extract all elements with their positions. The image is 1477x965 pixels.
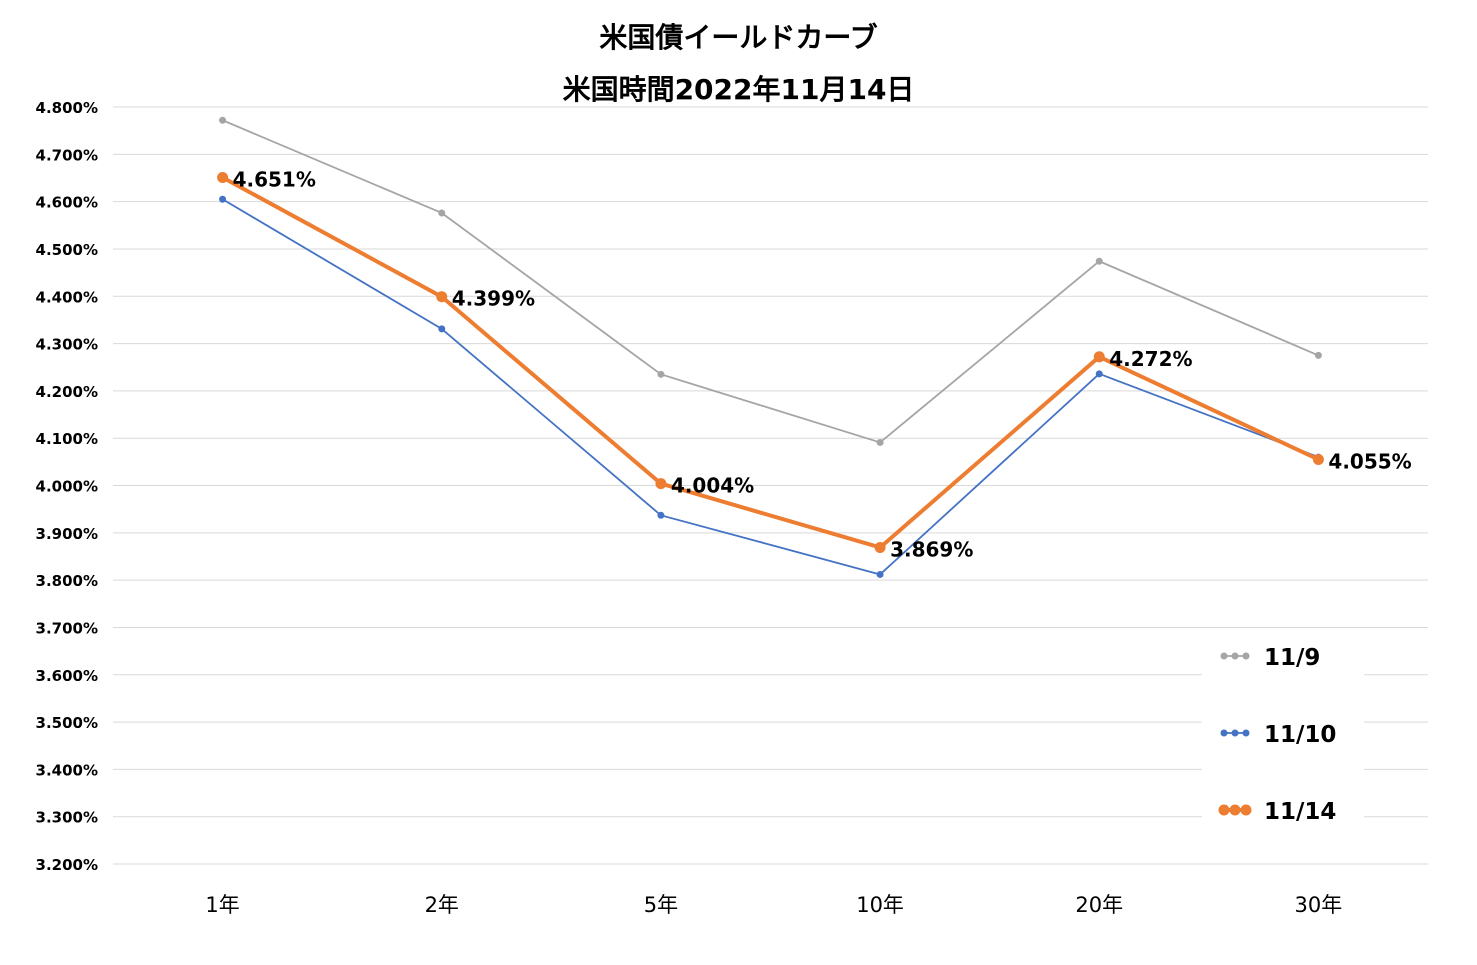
- y-tick-label: 3.700%: [36, 619, 98, 637]
- y-tick-label: 3.800%: [36, 572, 98, 590]
- legend-marker: [1231, 729, 1239, 737]
- data-point: [1314, 351, 1322, 359]
- chart-subtitle: 米国時間2022年11月14日: [562, 73, 915, 106]
- y-tick-label: 4.600%: [36, 194, 98, 212]
- data-point: [657, 511, 665, 519]
- data-point: [219, 195, 227, 203]
- y-tick-label: 3.600%: [36, 667, 98, 685]
- legend-marker: [1231, 652, 1239, 660]
- data-label: 4.399%: [452, 287, 535, 311]
- y-tick-label: 3.500%: [36, 714, 98, 732]
- legend-marker: [1220, 729, 1228, 737]
- y-tick-label: 3.900%: [36, 525, 98, 543]
- y-tick-label: 3.300%: [36, 809, 98, 827]
- x-tick-label: 20年: [1075, 893, 1123, 917]
- x-tick-label: 5年: [644, 893, 678, 917]
- y-tick-label: 4.700%: [36, 146, 98, 164]
- y-tick-label: 3.200%: [36, 856, 98, 874]
- legend-marker: [1242, 652, 1250, 660]
- data-point: [436, 291, 448, 303]
- data-point: [1312, 453, 1324, 465]
- data-point: [217, 171, 229, 183]
- data-label: 3.869%: [890, 537, 973, 561]
- data-point: [876, 438, 884, 446]
- y-tick-label: 4.000%: [36, 478, 98, 496]
- x-tick-label: 30年: [1295, 893, 1343, 917]
- legend-label: 11/14: [1264, 799, 1336, 825]
- data-label: 4.272%: [1109, 347, 1192, 371]
- legend-label: 11/9: [1264, 645, 1320, 671]
- data-point: [438, 209, 446, 217]
- series-line: [222, 198, 1319, 576]
- data-point: [1095, 257, 1103, 265]
- legend-marker: [1229, 804, 1241, 816]
- legend-label: 11/10: [1264, 722, 1336, 748]
- y-tick-label: 4.400%: [36, 288, 98, 306]
- data-point: [1093, 351, 1105, 363]
- series-line: [222, 119, 1319, 444]
- legend-box: [1202, 628, 1364, 826]
- chart-title: 米国債イールドカーブ: [599, 21, 878, 54]
- y-tick-label: 3.400%: [36, 761, 98, 779]
- data-point: [876, 570, 884, 578]
- data-point: [874, 541, 886, 553]
- data-point: [438, 325, 446, 333]
- y-tick-label: 4.200%: [36, 383, 98, 401]
- data-point: [655, 478, 667, 490]
- legend-marker: [1242, 729, 1250, 737]
- legend-marker: [1218, 804, 1230, 816]
- series-line: [221, 175, 1320, 550]
- data-label: 4.651%: [233, 167, 316, 191]
- data-point: [657, 370, 665, 378]
- data-label: 4.004%: [671, 474, 754, 498]
- legend-marker: [1240, 804, 1252, 816]
- x-tick-label: 1年: [205, 893, 239, 917]
- x-tick-label: 10年: [856, 893, 904, 917]
- y-tick-label: 4.100%: [36, 430, 98, 448]
- y-tick-label: 4.500%: [36, 241, 98, 259]
- data-point: [219, 116, 227, 124]
- y-tick-label: 4.300%: [36, 336, 98, 354]
- y-tick-label: 4.800%: [36, 99, 98, 117]
- data-point: [1095, 370, 1103, 378]
- legend-marker: [1220, 652, 1228, 660]
- x-tick-label: 2年: [425, 893, 459, 917]
- data-label: 4.055%: [1328, 449, 1411, 473]
